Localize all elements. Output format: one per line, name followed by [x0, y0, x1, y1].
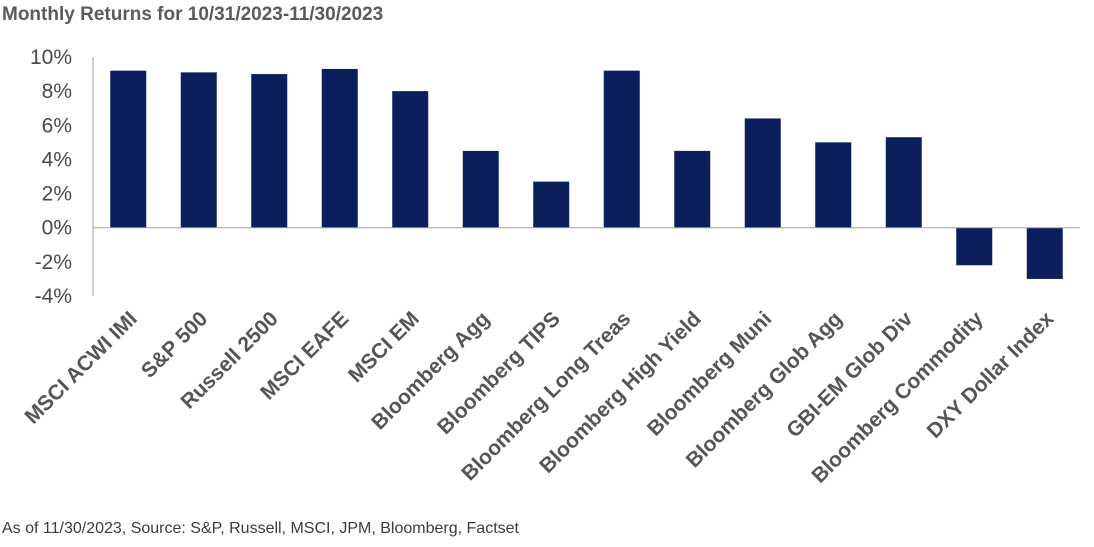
- chart-title: Monthly Returns for 10/31/2023-11/30/202…: [2, 4, 384, 25]
- source-footnote: As of 11/30/2023, Source: S&P, Russell, …: [2, 520, 519, 537]
- x-tick-label: MSCI ACWI IMI: [20, 307, 141, 428]
- x-tick-label: S&P 500: [137, 307, 212, 382]
- x-tick-label: Bloomberg TIPS: [433, 307, 565, 439]
- bar: [674, 150, 711, 228]
- bar: [321, 68, 358, 228]
- bar: [392, 91, 429, 228]
- bar: [744, 118, 781, 228]
- y-tick-label: -4%: [35, 285, 72, 308]
- bar: [956, 227, 993, 266]
- y-tick-label: 10%: [30, 46, 72, 69]
- bar: [533, 181, 570, 228]
- x-tick-label: GBI-EM Glob Div: [782, 307, 917, 442]
- y-tick-label: 4%: [42, 148, 72, 171]
- bar: [603, 70, 640, 228]
- y-tick-label: 6%: [42, 114, 72, 137]
- x-tick-label: Bloomberg Agg: [367, 307, 494, 434]
- bar: [1026, 227, 1063, 279]
- bar: [885, 137, 922, 228]
- y-tick-label: 2%: [42, 183, 72, 206]
- y-tick-label: 8%: [42, 80, 72, 103]
- x-tick-label: Bloomberg Muni: [643, 307, 776, 440]
- y-tick-label: 0%: [42, 217, 72, 240]
- bar: [110, 70, 147, 228]
- bar: [462, 150, 499, 228]
- x-tick-label: DXY Dollar Index: [923, 307, 1059, 443]
- y-tick-label: -2%: [35, 251, 72, 274]
- bar: [180, 72, 217, 228]
- bar: [815, 142, 852, 228]
- bar: [251, 74, 288, 228]
